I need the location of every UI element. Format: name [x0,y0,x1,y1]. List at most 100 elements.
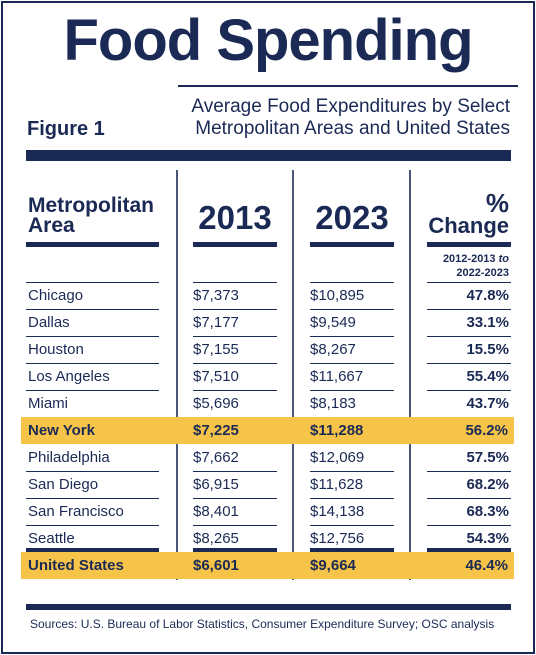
percent-change-cell: 46.4% [465,557,508,574]
source-note: Sources: U.S. Bureau of Labor Statistics… [30,617,495,631]
percent-change-cell: 68.2% [466,476,509,493]
column-divider [292,170,294,580]
row-separator [26,471,159,472]
column-divider [176,170,178,580]
header-underline-pct [427,242,511,247]
header-area-line-1: Metropolitan [28,194,154,217]
row-separator [310,525,394,526]
area-cell: Chicago [28,287,84,304]
row-separator [193,363,277,364]
change-period-note: 2012-2013 to 2022-2023 [443,252,509,280]
row-separator [310,309,394,310]
value-2023-cell: $8,183 [310,395,356,412]
row-separator [427,309,511,310]
row-separator [427,471,511,472]
header-metropolitan-area: Metropolitan Area [28,194,154,237]
table-row: San Diego $6,915 $11,628 68.2% [0,471,536,498]
row-separator [310,336,394,337]
row-separator [26,498,159,499]
header-underline-2023 [310,242,394,247]
row-separator [193,309,277,310]
value-2023-cell: $9,664 [310,557,356,574]
area-cell: Dallas [28,314,70,331]
value-2023-cell: $12,756 [310,530,365,547]
header-pct-symbol: % [485,188,509,218]
area-cell: Miami [28,395,68,412]
row-separator [193,336,277,337]
percent-change-cell: 54.3% [466,530,509,547]
value-2023-cell: $11,288 [310,422,364,439]
table-row: Houston $7,155 $8,267 15.5% [0,336,536,363]
total-divider [310,548,394,552]
area-cell: San Francisco [28,503,124,520]
row-separator [26,282,159,283]
range-to: to [498,253,509,265]
page-title: Food Spending [63,8,473,73]
row-separator [310,498,394,499]
subtitle-line-1: Average Food Expenditures by Select [191,96,510,117]
area-cell: Seattle [28,530,75,547]
table-row: United States $6,601 $9,664 46.4% [21,552,514,579]
percent-change-cell: 56.2% [465,422,508,439]
value-2013-cell: $7,510 [193,368,239,385]
table-row: Miami $5,696 $8,183 43.7% [0,390,536,417]
header-year-2023: 2023 [315,199,389,236]
row-separator [427,390,511,391]
value-2013-cell: $7,373 [193,287,239,304]
row-separator [310,390,394,391]
area-cell: San Diego [28,476,99,493]
figure-label: Figure 1 [27,118,105,140]
area-cell: New York [28,422,95,439]
area-cell: Philadelphia [28,449,110,466]
value-2013-cell: $5,696 [193,395,239,412]
header-divider-bar [26,150,511,161]
table-row: Los Angeles $7,510 $11,667 55.4% [0,363,536,390]
row-separator [193,390,277,391]
row-separator [310,471,394,472]
table-row: Philadelphia $7,662 $12,069 57.5% [0,444,536,471]
value-2013-cell: $8,401 [193,503,239,520]
area-cell: United States [28,557,124,574]
header-underline-2013 [193,242,277,247]
value-2013-cell: $7,662 [193,449,239,466]
value-2023-cell: $8,267 [310,341,356,358]
value-2013-cell: $7,177 [193,314,239,331]
percent-change-cell: 57.5% [466,449,509,466]
table-row: San Francisco $8,401 $14,138 68.3% [0,498,536,525]
title-underline [178,85,518,87]
percent-change-cell: 15.5% [466,341,509,358]
total-divider [427,548,511,552]
row-separator [193,525,277,526]
row-separator [310,282,394,283]
value-2023-cell: $12,069 [310,449,365,466]
row-separator [427,498,511,499]
range-end: 2022-2023 [456,267,509,279]
row-separator [193,498,277,499]
total-divider [193,548,277,552]
percent-change-cell: 47.8% [466,287,509,304]
percent-change-cell: 43.7% [466,395,509,412]
row-separator [26,525,159,526]
value-2013-cell: $8,265 [193,530,239,547]
range-start: 2012-2013 [442,253,499,265]
percent-change-cell: 68.3% [466,503,509,520]
value-2023-cell: $9,549 [310,314,356,331]
value-2013-cell: $7,155 [193,341,239,358]
row-separator [427,282,511,283]
row-separator [310,363,394,364]
row-separator [26,363,159,364]
value-2023-cell: $11,667 [310,368,364,385]
value-2023-cell: $14,138 [310,503,365,520]
area-cell: Houston [28,341,84,358]
footer-divider-bar [26,604,511,610]
value-2023-cell: $11,628 [310,476,364,493]
row-separator [193,471,277,472]
header-area-line-2: Area [28,214,75,237]
row-separator [427,525,511,526]
table-row: Dallas $7,177 $9,549 33.1% [0,309,536,336]
row-separator [26,309,159,310]
row-separator [26,390,159,391]
table-row: Chicago $7,373 $10,895 47.8% [0,282,536,309]
row-separator [193,282,277,283]
